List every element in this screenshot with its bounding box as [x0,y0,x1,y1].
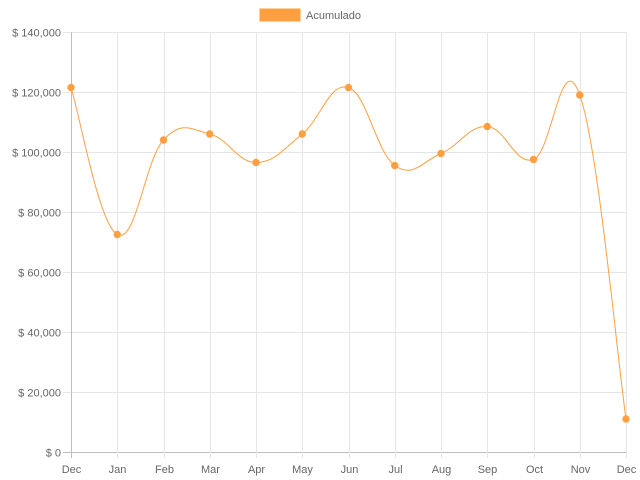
x-tick-label: Dec [617,464,637,476]
legend[interactable]: Acumulado [259,8,361,22]
x-tick-label: Aug [432,464,452,476]
y-tick-label: $ 80,000 [18,208,61,220]
data-point[interactable] [298,130,306,138]
data-point[interactable] [206,130,214,138]
x-tick-label: Apr [248,464,265,476]
y-tick-label: $ 40,000 [18,328,61,340]
data-point[interactable] [437,149,445,158]
y-tick-label: $ 100,000 [12,148,61,160]
gridlines [63,32,627,458]
x-tick-label: Jan [109,464,127,476]
data-point[interactable] [391,161,399,170]
x-tick-label: Jun [341,464,359,476]
data-point[interactable] [529,155,538,164]
x-tick-label: Dec [62,464,82,476]
x-tick-label: Feb [155,464,174,476]
x-tick-label: Mar [201,464,220,476]
x-tick-label: Nov [571,464,591,476]
x-axis-ticks: Dec Jan Feb Mar Apr May Jun Jul Aug Sep Oct Nov Dec [62,464,637,476]
data-point[interactable] [113,230,121,239]
data-point[interactable] [252,158,260,167]
data-point[interactable] [344,83,353,92]
data-point[interactable] [483,122,491,131]
series-acumulado [67,80,630,423]
data-point[interactable] [622,415,630,423]
x-tick-label: Oct [526,464,543,476]
x-tick-label: Sep [478,464,498,476]
data-point[interactable] [159,136,168,144]
y-tick-label: $ 140,000 [12,28,61,40]
y-tick-label: $ 0 [46,448,61,460]
legend-swatch [259,8,301,22]
x-tick-label: Jul [388,464,402,476]
data-point[interactable] [67,83,75,92]
y-axis-ticks: $ 0 $ 20,000 $ 40,000 $ 60,000 $ 80,000 $ 100… [12,28,61,460]
series-line-acumulado [70,80,627,420]
y-tick-label: $ 60,000 [18,268,61,280]
y-tick-label: $ 120,000 [12,88,61,100]
x-tick-label: May [292,464,313,476]
y-tick-label: $ 20,000 [18,388,61,400]
data-point[interactable] [576,91,584,99]
legend-label-acumulado: Acumulado [306,10,361,22]
